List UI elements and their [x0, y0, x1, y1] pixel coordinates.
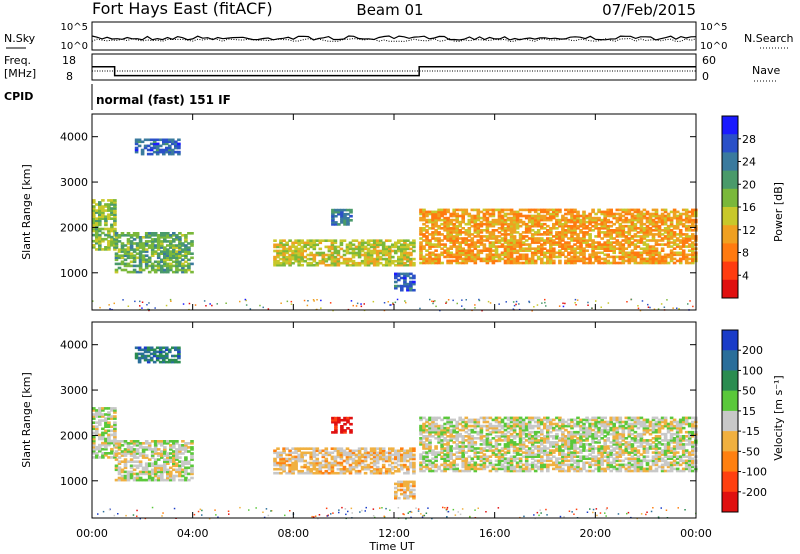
colorbar-swatch [722, 451, 738, 473]
x-tick-label: 20:00 [579, 527, 611, 540]
colorbar-swatch [722, 152, 738, 172]
colorbar-swatch [722, 431, 738, 452]
nsky-tick-low: 10^0 [61, 41, 88, 52]
frequency-trace [92, 66, 696, 77]
nave-tick-low: 0 [702, 70, 709, 83]
x-tick-label: 00:00 [680, 527, 712, 540]
y-tick-label: 1000 [60, 267, 88, 280]
x-tick-label: 12:00 [378, 527, 410, 540]
colorbar-swatch [722, 330, 738, 351]
nsearch-label: N.Search [744, 32, 794, 45]
nave-tick-high: 60 [702, 54, 716, 67]
nsearch-tick-low: 10^0 [700, 41, 727, 52]
nsearch-trace [91, 37, 697, 43]
colorbar-swatch [722, 471, 738, 493]
colorbar-tick-label: 15 [742, 405, 756, 418]
colorbar-tick-label: 200 [742, 344, 763, 357]
colorbar-tick-label: 4 [742, 269, 749, 282]
x-tick-label: 04:00 [177, 527, 209, 540]
colorbar-tick-label: 24 [742, 156, 756, 169]
colorbar-tick-label: -100 [742, 466, 767, 479]
nsky-label: N.Sky [4, 32, 36, 45]
y-tick-label: 2000 [60, 221, 88, 234]
power-colorbar-label: Power [dB] [772, 182, 785, 242]
freq-label: Freq. [4, 54, 31, 67]
colorbar-swatch [722, 243, 738, 263]
nsky-trace [91, 35, 697, 41]
velocity-ylabel: Slant Range [km] [20, 372, 33, 468]
freq-tick-high: 18 [62, 54, 76, 67]
colorbar-tick-label: 12 [742, 224, 756, 237]
date-title: 07/Feb/2015 [602, 1, 696, 19]
colorbar-swatch [722, 410, 738, 432]
nave-label: Nave [752, 64, 780, 77]
y-tick-label: 4000 [60, 131, 88, 144]
velocity-panel: Slant Range [km] 1000 2000 3000 4000 [20, 321, 698, 520]
nsky-tick-high: 10^5 [61, 22, 88, 33]
station-title: Fort Hays East (fitACF) [92, 0, 273, 18]
colorbar-swatch [722, 170, 738, 190]
colorbar-tick-label: 28 [742, 133, 756, 146]
colorbar-tick-label: -15 [742, 425, 760, 438]
freq-unit: [MHz] [4, 67, 36, 80]
y-tick-label: 1000 [60, 475, 88, 488]
colorbar-tick-label: 100 [742, 364, 763, 377]
colorbar-tick-label: 8 [742, 247, 749, 260]
colorbar-swatch [722, 188, 738, 208]
colorbar-swatch [722, 116, 738, 135]
x-axis-label: Time UT [368, 540, 414, 553]
colorbar-tick-label: -200 [742, 486, 767, 499]
colorbar-swatch [722, 134, 738, 153]
colorbar-tick-label: -50 [742, 445, 760, 458]
x-tick-label: 08:00 [277, 527, 309, 540]
colorbar-swatch [722, 370, 738, 392]
power-panel: Slant Range [km] 1000 2000 3000 4000 [20, 113, 698, 312]
y-tick-label: 2000 [60, 429, 88, 442]
x-tick-label: 16:00 [479, 527, 511, 540]
y-tick-label: 3000 [60, 384, 88, 397]
x-tick-label: 00:00 [76, 527, 108, 540]
cpid-value: normal (fast) 151 IF [96, 93, 231, 107]
colorbar-swatch [722, 207, 738, 226]
colorbar-swatch [722, 350, 738, 371]
freq-strip: Freq. [MHz] 18 8 60 0 Nave [4, 53, 780, 83]
velocity-colorbar-label: Velocity [m s⁻¹] [772, 375, 785, 460]
x-axis: 00:00 04:00 08:00 12:00 16:00 20:00 00:00 [76, 114, 712, 540]
nsky-strip: N.Sky 10^5 10^0 10^5 10^0 N.Search [4, 21, 794, 52]
colorbar-tick-label: 20 [742, 178, 756, 191]
colorbar-swatch [722, 279, 738, 299]
power-colorbar: 28 24 20 16 12 8 4 Power [dB] [721, 115, 785, 299]
freq-tick-low: 8 [66, 70, 73, 83]
colorbar-tick-label: 16 [742, 201, 756, 214]
velocity-colorbar: 200 100 50 15 -15 -50 -100 -200 Velocity [m s⁻¹… [721, 329, 785, 513]
colorbar-swatch [722, 390, 738, 412]
y-tick-label: 3000 [60, 176, 88, 189]
power-ylabel: Slant Range [km] [20, 164, 33, 260]
nsearch-tick-high: 10^5 [700, 22, 727, 33]
colorbar-swatch [722, 261, 738, 281]
y-tick-label: 4000 [60, 339, 88, 352]
cpid-label: CPID [4, 90, 33, 103]
colorbar-tick-label: 50 [742, 385, 756, 398]
colorbar-swatch [722, 491, 738, 513]
colorbar-swatch [722, 225, 738, 244]
beam-title: Beam 01 [356, 1, 423, 19]
